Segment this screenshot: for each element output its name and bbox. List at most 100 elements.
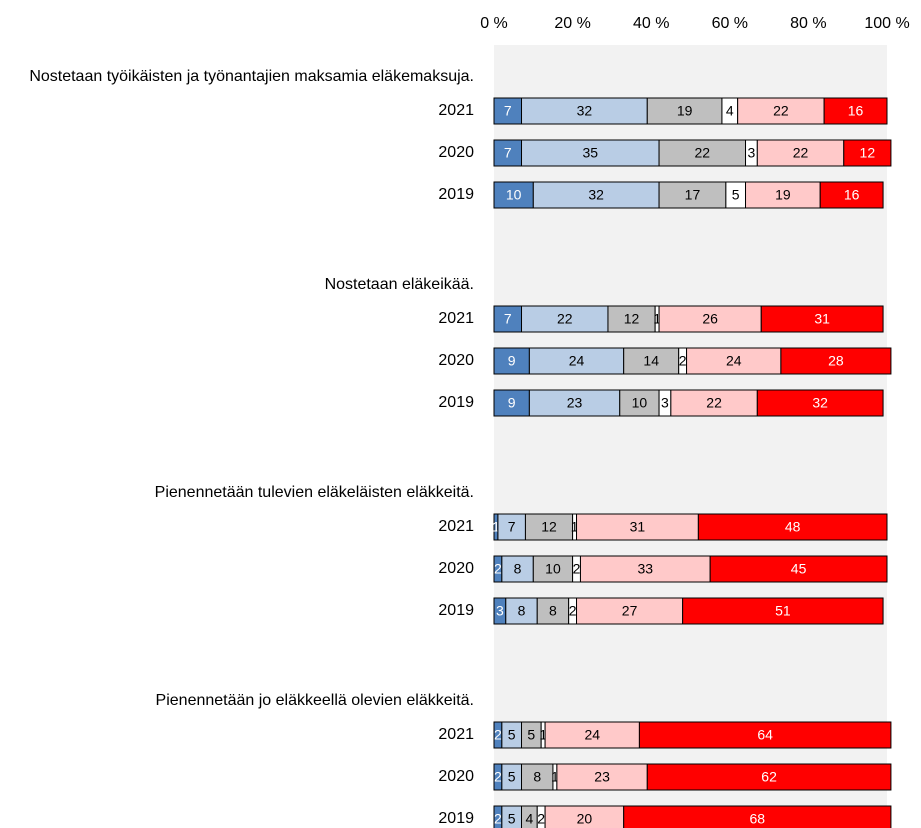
x-tick-label: 80 % xyxy=(790,15,826,32)
bar-segment xyxy=(756,139,845,167)
data-label: 33 xyxy=(638,561,654,577)
bar-segment xyxy=(536,597,570,625)
data-label: 5 xyxy=(508,727,516,743)
y-tick-label: 2019 xyxy=(438,602,474,619)
data-label: 28 xyxy=(828,353,844,369)
data-label: 2 xyxy=(494,769,502,785)
x-tick-label: 100 % xyxy=(864,15,909,32)
bar-segment xyxy=(521,139,660,167)
bar-segment xyxy=(493,139,523,167)
x-tick-label: 0 % xyxy=(480,15,508,32)
data-label: 3 xyxy=(496,603,504,619)
x-tick-label: 40 % xyxy=(633,15,669,32)
bar-segment xyxy=(623,347,680,375)
data-label: 16 xyxy=(848,103,864,119)
bar-segment xyxy=(524,513,574,541)
data-label: 24 xyxy=(584,727,600,743)
data-label: 10 xyxy=(545,561,561,577)
data-label: 31 xyxy=(814,311,830,327)
bar-segment xyxy=(493,347,530,375)
y-tick-label: 2021 xyxy=(438,726,474,743)
data-label: 24 xyxy=(569,353,585,369)
y-tick-label: 2020 xyxy=(438,768,474,785)
bar-segment xyxy=(607,305,656,333)
data-label: 68 xyxy=(750,811,766,827)
bar-segment xyxy=(505,597,538,625)
bar-segment xyxy=(686,347,782,375)
group-label: Nostetaan eläkeikää. xyxy=(14,275,474,295)
data-label: 23 xyxy=(594,769,610,785)
data-label: 9 xyxy=(508,395,516,411)
bar-segment xyxy=(623,805,892,828)
group-label: Pienennetään tulevien eläkeläisten eläkk… xyxy=(14,483,474,503)
bar-segment xyxy=(843,139,892,167)
group-label: Nostetaan työikäisten ja työnantajien ma… xyxy=(14,67,474,87)
bar-segment xyxy=(619,389,660,417)
data-label: 1 xyxy=(551,769,559,785)
data-label: 8 xyxy=(518,603,526,619)
bar-segment xyxy=(709,555,888,583)
bar-segment xyxy=(819,181,884,209)
data-label: 27 xyxy=(622,603,638,619)
data-label: 31 xyxy=(630,519,646,535)
bar-segment xyxy=(760,305,884,333)
data-label: 5 xyxy=(508,769,516,785)
bar-segment xyxy=(658,139,747,167)
group-label-text: Pienennetään jo eläkkeellä olevien eläkk… xyxy=(155,692,474,709)
data-label: 16 xyxy=(844,187,860,203)
bar-segment xyxy=(646,763,892,791)
data-label: 32 xyxy=(812,395,828,411)
bar-segment xyxy=(501,555,534,583)
data-label: 1 xyxy=(571,519,579,535)
x-tick-label: 60 % xyxy=(712,15,748,32)
data-label: 5 xyxy=(732,187,740,203)
data-label: 17 xyxy=(685,187,701,203)
bar-segment xyxy=(737,97,825,125)
bar-segment xyxy=(528,347,625,375)
bar-segment xyxy=(638,721,892,749)
bar-segment xyxy=(780,347,892,375)
y-tick-label: 2020 xyxy=(438,560,474,577)
data-label: 32 xyxy=(588,187,604,203)
data-label: 5 xyxy=(527,727,535,743)
data-label: 22 xyxy=(557,311,573,327)
data-label: 22 xyxy=(695,145,711,161)
data-label: 7 xyxy=(508,519,516,535)
data-label: 45 xyxy=(791,561,807,577)
data-label: 5 xyxy=(508,811,516,827)
group-label-text: Nostetaan eläkeikää. xyxy=(324,276,474,293)
bar-segment xyxy=(493,389,530,417)
bar-segment xyxy=(556,763,648,791)
data-label: 26 xyxy=(702,311,718,327)
data-label: 1 xyxy=(653,311,661,327)
group-label: Pienennetään jo eläkkeellä olevien eläkk… xyxy=(14,691,474,711)
data-label: 2 xyxy=(494,811,502,827)
data-label: 9 xyxy=(508,353,516,369)
data-label: 2 xyxy=(679,353,687,369)
y-tick-label: 2019 xyxy=(438,394,474,411)
data-label: 32 xyxy=(577,103,593,119)
y-tick-label: 2021 xyxy=(438,518,474,535)
data-label: 10 xyxy=(506,187,522,203)
data-label: 12 xyxy=(624,311,640,327)
data-label: 2 xyxy=(494,727,502,743)
data-label: 8 xyxy=(533,769,541,785)
x-tick-label: 20 % xyxy=(554,15,590,32)
bar-segment xyxy=(497,513,526,541)
data-label: 7 xyxy=(504,145,512,161)
data-label: 7 xyxy=(504,311,512,327)
data-label: 1 xyxy=(539,727,547,743)
data-label: 23 xyxy=(567,395,583,411)
data-label: 12 xyxy=(860,145,876,161)
group-label-text: Nostetaan työikäisten ja työnantajien ma… xyxy=(29,68,474,85)
data-label: 64 xyxy=(757,727,773,743)
data-label: 2 xyxy=(494,561,502,577)
y-tick-label: 2020 xyxy=(438,352,474,369)
data-label: 7 xyxy=(504,103,512,119)
data-label: 20 xyxy=(577,811,593,827)
bar-segment xyxy=(576,513,699,541)
bar-segment xyxy=(745,181,821,209)
data-label: 3 xyxy=(661,395,669,411)
group-label-text: Pienennetään tulevien eläkeläisten eläkk… xyxy=(154,484,474,501)
